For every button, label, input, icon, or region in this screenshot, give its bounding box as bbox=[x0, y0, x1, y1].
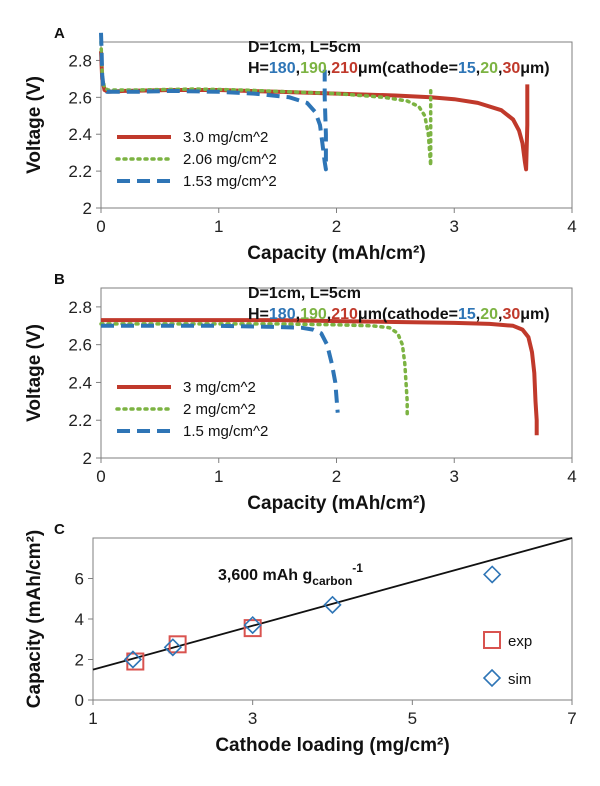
annotation-text: μm) bbox=[520, 306, 549, 323]
annotation-value: 30 bbox=[502, 306, 520, 323]
annotation-value: 210 bbox=[331, 60, 358, 77]
y-tick-label: 0 bbox=[75, 691, 84, 710]
annotation-geometry: D=1cm, L=5cm bbox=[248, 285, 361, 302]
series-line bbox=[99, 322, 409, 417]
annotation-text: , bbox=[476, 306, 480, 323]
y-axis-label: Voltage (V) bbox=[24, 76, 45, 174]
annotation-text: μm(cathode= bbox=[358, 306, 458, 323]
y-tick-label: 2.8 bbox=[68, 298, 92, 317]
y-tick-label: 6 bbox=[75, 570, 84, 589]
series-line bbox=[99, 40, 433, 168]
y-tick-label: 4 bbox=[75, 610, 84, 629]
legend-label: exp bbox=[508, 633, 532, 650]
annotation-dimensions: H=180,190,210μm(cathode=15,20,30μm) bbox=[248, 60, 550, 77]
y-axis-label: Voltage (V) bbox=[24, 324, 45, 422]
x-tick-label: 1 bbox=[214, 467, 223, 486]
y-tick-label: 2.2 bbox=[68, 162, 92, 181]
annotation-value: 180 bbox=[269, 60, 296, 77]
x-tick-label: 0 bbox=[96, 467, 105, 486]
annotation-value: 20 bbox=[480, 60, 498, 77]
data-point-sim bbox=[243, 615, 262, 635]
annotation-text: H= bbox=[248, 60, 269, 77]
panel-label: B bbox=[54, 271, 65, 288]
legend-label: 3.0 mg/cm^2 bbox=[183, 129, 268, 146]
series-line bbox=[99, 32, 328, 172]
annotation-text: , bbox=[498, 60, 502, 77]
y-tick-label: 2 bbox=[83, 449, 92, 468]
annotation-value: 30 bbox=[502, 60, 520, 77]
x-tick-label: 2 bbox=[332, 217, 341, 236]
legend-marker bbox=[483, 631, 501, 649]
data-point-sim bbox=[483, 565, 502, 584]
legend-label: 2 mg/cm^2 bbox=[183, 401, 256, 418]
x-tick-label: 1 bbox=[214, 217, 223, 236]
panel-label: A bbox=[54, 25, 65, 42]
annotation-text: 3,600 mAh g bbox=[218, 567, 312, 584]
annotation-value: 15 bbox=[458, 306, 476, 323]
x-tick-label: 7 bbox=[567, 709, 576, 728]
annotation-value: 210 bbox=[331, 306, 358, 323]
annotation-text: μm) bbox=[520, 60, 549, 77]
fit-line bbox=[92, 537, 573, 671]
x-tick-label: 1 bbox=[88, 709, 97, 728]
data-point-exp bbox=[243, 619, 262, 638]
annotation-text: , bbox=[296, 306, 300, 323]
slope-annotation: 3,600 mAh gcarbon-1 bbox=[218, 561, 363, 588]
panel-b: B 0 1 2 3 4 2 2.2 2.4 2.6 2.8 Capacity (mAh/cm²) Vol… bbox=[24, 271, 577, 514]
panel-a: A 0 1 2 3 4 2 2.2 2.4 2.6 2.8 Capacity (mAh/cm²) Vol… bbox=[24, 25, 577, 264]
x-tick-label: 5 bbox=[408, 709, 417, 728]
legend-marker bbox=[482, 668, 502, 688]
x-tick-label: 2 bbox=[332, 467, 341, 486]
x-tick-label: 3 bbox=[450, 467, 459, 486]
annotation-subscript: carbon bbox=[312, 574, 352, 588]
y-tick-label: 2 bbox=[75, 651, 84, 670]
y-tick-label: 2.8 bbox=[68, 51, 92, 70]
x-tick-label: 4 bbox=[567, 217, 576, 236]
legend-label: sim bbox=[508, 671, 531, 688]
annotation-value: 180 bbox=[269, 306, 296, 323]
y-axis-label: Capacity (mAh/cm²) bbox=[24, 530, 45, 708]
annotation-text: , bbox=[327, 306, 331, 323]
panel-c: C 1 3 5 7 0 2 4 6 Cathode loading (mg/cm²) Capacit… bbox=[24, 521, 577, 756]
series-line bbox=[101, 323, 340, 413]
annotation-value: 190 bbox=[300, 306, 327, 323]
annotation-text: , bbox=[476, 60, 480, 77]
annotation-value: 15 bbox=[458, 60, 476, 77]
annotation-text: , bbox=[498, 306, 502, 323]
y-tick-label: 2.6 bbox=[68, 88, 92, 107]
y-tick-label: 2.6 bbox=[68, 336, 92, 355]
data-point-sim bbox=[123, 650, 143, 669]
x-tick-label: 0 bbox=[96, 217, 105, 236]
panel-label: C bbox=[54, 521, 65, 538]
annotation-value: 20 bbox=[480, 306, 498, 323]
annotation-text: , bbox=[327, 60, 331, 77]
x-axis-label: Cathode loading (mg/cm²) bbox=[215, 735, 449, 756]
series-line bbox=[101, 318, 539, 436]
annotation-text: H= bbox=[248, 306, 269, 323]
data-point-sim bbox=[163, 638, 182, 657]
legend-label: 1.53 mg/cm^2 bbox=[183, 173, 277, 190]
legend-label: 1.5 mg/cm^2 bbox=[183, 423, 268, 440]
x-tick-label: 4 bbox=[567, 467, 576, 486]
y-tick-label: 2.4 bbox=[68, 373, 92, 392]
y-tick-label: 2 bbox=[83, 199, 92, 218]
legend-label: 3 mg/cm^2 bbox=[183, 379, 256, 396]
data-point-sim bbox=[323, 595, 342, 614]
x-axis-label: Capacity (mAh/cm²) bbox=[247, 243, 425, 264]
x-axis-label: Capacity (mAh/cm²) bbox=[247, 493, 425, 514]
legend-label: 2.06 mg/cm^2 bbox=[183, 151, 277, 168]
y-tick-label: 2.4 bbox=[68, 125, 92, 144]
x-tick-label: 3 bbox=[450, 217, 459, 236]
annotation-text: , bbox=[296, 60, 300, 77]
x-tick-label: 3 bbox=[248, 709, 257, 728]
annotation-geometry: D=1cm, L=5cm bbox=[248, 39, 361, 56]
plot-frame bbox=[92, 537, 573, 701]
y-tick-label: 2.2 bbox=[68, 411, 92, 430]
annotation-text: μm(cathode= bbox=[358, 60, 458, 77]
annotation-superscript: -1 bbox=[352, 561, 363, 575]
annotation-dimensions: H=180,190,210μm(cathode=15,20,30μm) bbox=[248, 306, 550, 323]
data-point-exp bbox=[168, 635, 187, 654]
annotation-value: 190 bbox=[300, 60, 327, 77]
